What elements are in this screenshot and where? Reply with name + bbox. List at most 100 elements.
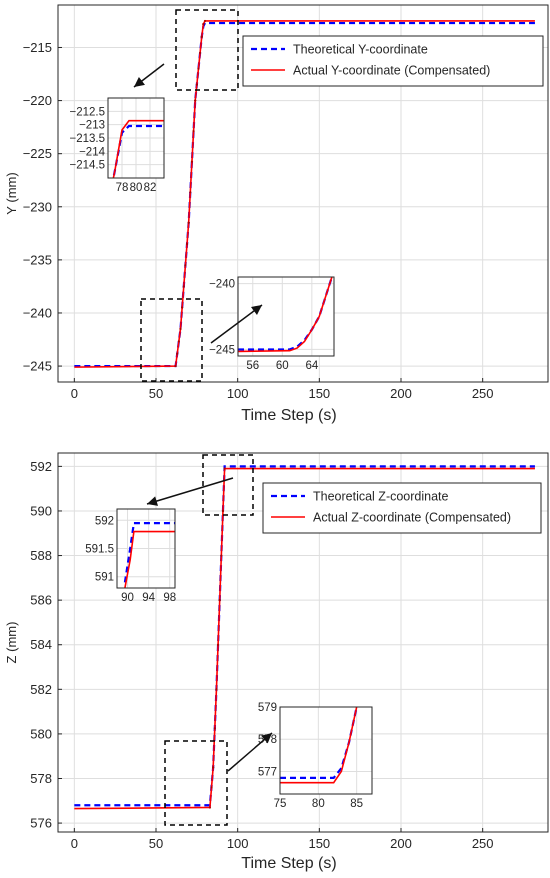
y-tick-label: 580 — [30, 726, 52, 741]
data-point — [203, 19, 207, 23]
x-tick-label: 150 — [308, 386, 330, 401]
legend: Theoretical Y-coordinate Actual Y-coordin… — [242, 35, 544, 87]
zoom-region-box — [202, 454, 254, 516]
data-point — [182, 285, 185, 288]
data-point — [208, 806, 211, 809]
x-tick-label: 100 — [227, 836, 249, 851]
y-axis-label: Y (mm) — [4, 172, 19, 214]
y-tick-label: −240 — [23, 305, 52, 320]
y-tick-label: 592 — [30, 459, 52, 474]
y-tick-label: 584 — [30, 637, 52, 652]
data-point — [223, 467, 226, 470]
inset-1: 90 94 98 592 591.5 591 — [85, 508, 176, 604]
x-tick-label: 250 — [472, 386, 494, 401]
y-tick-label: 582 — [30, 682, 52, 697]
inset-y-tick-label: −245 — [209, 344, 235, 356]
y-tick-label: −225 — [23, 146, 52, 161]
series-group — [74, 19, 535, 368]
data-point — [220, 554, 223, 557]
inset-series-line-2 — [112, 119, 164, 178]
inset-y-tick-label: 577 — [258, 766, 277, 778]
legend-label: Theoretical Y-coordinate — [293, 43, 428, 57]
legend-label: Actual Z-coordinate (Compensated) — [313, 511, 511, 525]
inset-x-tick-label: 80 — [130, 182, 143, 194]
inset-series-line-1 — [123, 522, 175, 583]
data-point — [210, 786, 213, 789]
data-point — [212, 766, 215, 769]
data-point — [213, 727, 216, 730]
x-tick-label: 150 — [308, 836, 330, 851]
x-tick-label: 0 — [71, 836, 78, 851]
data-point — [190, 160, 194, 163]
inset-y-tick-label: 591.5 — [85, 544, 114, 556]
legend-box — [262, 482, 542, 534]
inset-y-tick-label: −212.5 — [70, 106, 106, 118]
data-point — [176, 352, 179, 355]
inset-series-line-2 — [124, 530, 175, 588]
inset-series-line-1 — [238, 277, 334, 351]
data-point — [202, 23, 205, 26]
data-point — [218, 599, 221, 602]
callout-arrow-line — [146, 477, 234, 505]
series-group — [74, 465, 535, 810]
x-tick-label: 50 — [149, 386, 163, 401]
data-point — [179, 327, 182, 331]
inset-series-group — [123, 522, 175, 588]
y-tick-label: 590 — [30, 503, 52, 518]
inset-2: 758085577578579 — [258, 702, 373, 810]
y-tick-label: 576 — [30, 816, 52, 831]
inset-frame — [279, 706, 373, 795]
inset-y-tick-label: 579 — [258, 702, 277, 714]
legend-label: Theoretical Z-coordinate — [313, 490, 449, 504]
plot-frame — [57, 452, 549, 833]
inset-y-tick-label: −240 — [209, 279, 235, 291]
y-tick-label: 586 — [30, 593, 52, 608]
callout-arrow-head — [261, 733, 272, 744]
data-point — [184, 264, 187, 267]
y-tick-label: −215 — [23, 40, 52, 55]
zoom-region-box — [140, 298, 203, 382]
inset-2: 56 60 64 −240 −245 — [209, 276, 335, 372]
zoom-region-box — [175, 9, 239, 91]
y-tick-label: −230 — [23, 199, 52, 214]
data-point — [215, 688, 218, 691]
x-tick-label: 0 — [71, 386, 78, 401]
inset-x-tick-label: 98 — [163, 592, 176, 604]
data-point — [199, 51, 202, 54]
inset-frame — [107, 97, 165, 179]
x-axis-label: Time Step (s) — [241, 407, 336, 424]
y-axis-label: Z (mm) — [4, 622, 19, 664]
x-tick-label: 200 — [390, 386, 412, 401]
data-point — [192, 130, 195, 133]
data-point — [200, 35, 203, 38]
inset-y-tick-label: 591 — [95, 572, 114, 584]
inset-x-tick-label: 85 — [350, 798, 363, 810]
inset-series-group — [238, 277, 334, 353]
inset-background — [280, 707, 372, 794]
data-point — [194, 99, 197, 102]
data-point — [187, 221, 190, 224]
data-point — [189, 191, 192, 194]
inset-series-group — [280, 707, 358, 784]
y-tick-label: −245 — [23, 359, 52, 374]
y-tick-label: −235 — [23, 252, 52, 267]
chart-2: 0 50 100 150 200 250 576 578 580 582 584 586 588 590 5… — [4, 452, 549, 872]
inset-series-line-2 — [238, 277, 333, 353]
x-axis-label: Time Step (s) — [241, 855, 336, 872]
inset-y-tick-label: 592 — [95, 515, 114, 527]
inset-y-tick-label: −213.5 — [70, 133, 106, 145]
data-point — [181, 306, 184, 309]
plot-frame — [57, 4, 549, 383]
data-point — [216, 643, 220, 646]
y-tick-label: 588 — [30, 548, 52, 563]
inset-frame — [116, 508, 176, 589]
callout-arrow-head — [134, 76, 145, 87]
inset-x-tick-label: 90 — [121, 592, 134, 604]
inset-series-group — [112, 119, 164, 178]
data-point — [195, 83, 198, 86]
x-tick-label: 100 — [227, 386, 249, 401]
inset-x-tick-label: 78 — [116, 182, 129, 194]
inset-y-tick-label: −213 — [79, 120, 105, 132]
inset-x-tick-label: 82 — [144, 182, 157, 194]
inset-y-tick-label: −214 — [79, 146, 106, 158]
